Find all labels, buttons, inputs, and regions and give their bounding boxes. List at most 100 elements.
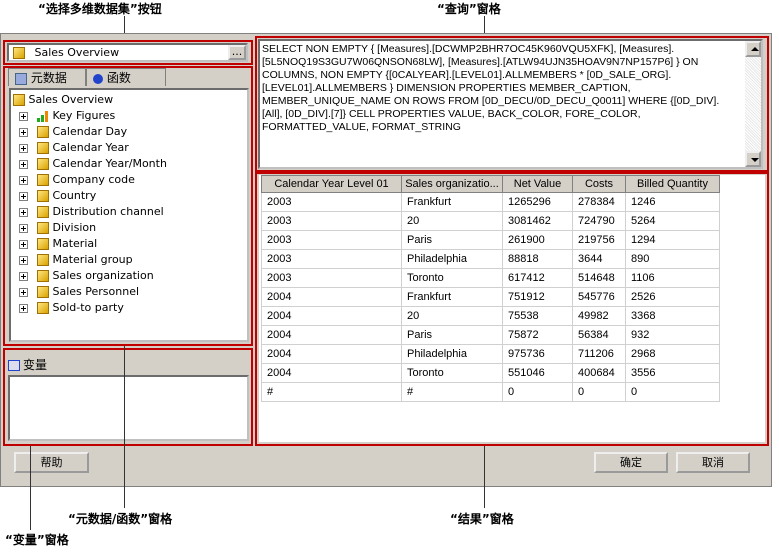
tree-item[interactable]: Country [13, 188, 245, 204]
table-cell[interactable]: 2003 [261, 192, 402, 212]
tree-item[interactable]: Distribution channel [13, 204, 245, 220]
table-cell[interactable]: Philadelphia [401, 344, 503, 364]
table-cell[interactable]: 724790 [572, 211, 626, 231]
table-cell[interactable]: 2968 [625, 344, 720, 364]
tree-item[interactable]: Material [13, 236, 245, 252]
table-cell[interactable]: 2004 [261, 363, 402, 383]
table-cell[interactable]: 1106 [625, 268, 720, 288]
table-cell[interactable]: 617412 [502, 268, 573, 288]
table-cell[interactable]: # [261, 382, 402, 402]
tab-functions[interactable]: 函数 [86, 68, 166, 86]
column-header[interactable]: Billed Quantity [625, 175, 720, 193]
expand-icon[interactable] [19, 143, 28, 153]
table-cell[interactable]: 890 [625, 249, 720, 269]
table-cell[interactable]: 3644 [572, 249, 626, 269]
table-cell[interactable]: 2004 [261, 287, 402, 307]
table-cell[interactable]: Philadelphia [401, 249, 503, 269]
scroll-up-button[interactable] [745, 41, 761, 57]
metadata-tree[interactable]: Sales Overview Key Figures Calendar Day … [9, 88, 249, 342]
expand-icon[interactable] [19, 207, 28, 217]
table-cell[interactable]: Frankfurt [401, 287, 503, 307]
expand-icon[interactable] [19, 111, 28, 121]
table-cell[interactable]: Paris [401, 325, 503, 345]
expand-icon[interactable] [19, 159, 28, 169]
results-grid[interactable]: Calendar Year Level 01 Sales organizatio.… [259, 175, 765, 442]
table-cell[interactable]: 3081462 [502, 211, 573, 231]
table-cell[interactable]: 0 [572, 382, 626, 402]
table-cell[interactable]: 545776 [572, 287, 626, 307]
table-cell[interactable]: 56384 [572, 325, 626, 345]
table-cell[interactable]: 75538 [502, 306, 573, 326]
cube-selector[interactable]: Sales Overview [7, 43, 248, 62]
table-cell[interactable]: 5264 [625, 211, 720, 231]
tree-item[interactable]: Material group [13, 252, 245, 268]
table-cell[interactable]: 2004 [261, 325, 402, 345]
tree-item[interactable]: Sales Personnel [13, 284, 245, 300]
expand-icon[interactable] [19, 255, 28, 265]
table-cell[interactable]: 261900 [502, 230, 573, 250]
table-cell[interactable]: 975736 [502, 344, 573, 364]
tree-item[interactable]: Sales organization [13, 268, 245, 284]
table-cell[interactable]: 2004 [261, 344, 402, 364]
variables-list[interactable] [8, 375, 249, 441]
table-cell[interactable]: 49982 [572, 306, 626, 326]
table-cell[interactable]: 20 [401, 306, 503, 326]
table-cell[interactable]: # [401, 382, 503, 402]
cancel-button[interactable]: 取消 [676, 452, 750, 473]
table-cell[interactable]: Paris [401, 230, 503, 250]
table-cell[interactable]: 219756 [572, 230, 626, 250]
table-cell[interactable]: Toronto [401, 268, 503, 288]
table-cell[interactable]: 551046 [502, 363, 573, 383]
table-cell[interactable]: 514648 [572, 268, 626, 288]
table-cell[interactable]: 400684 [572, 363, 626, 383]
table-cell[interactable]: 3368 [625, 306, 720, 326]
table-cell[interactable]: 2004 [261, 306, 402, 326]
tab-metadata[interactable]: 元数据 [8, 68, 86, 86]
expand-icon[interactable] [19, 271, 28, 281]
table-cell[interactable]: Toronto [401, 363, 503, 383]
column-header[interactable]: Sales organizatio... [401, 175, 503, 193]
query-scrollbar[interactable] [745, 41, 761, 167]
tree-item[interactable]: Calendar Year/Month [13, 156, 245, 172]
ok-button[interactable]: 确定 [594, 452, 668, 473]
help-button[interactable]: 帮助 [14, 452, 89, 473]
tree-item[interactable]: Company code [13, 172, 245, 188]
tree-item[interactable]: Division [13, 220, 245, 236]
column-header[interactable]: Net Value [502, 175, 573, 193]
table-cell[interactable]: Frankfurt [401, 192, 503, 212]
table-cell[interactable]: 932 [625, 325, 720, 345]
table-cell[interactable]: 2526 [625, 287, 720, 307]
table-cell[interactable]: 1294 [625, 230, 720, 250]
expand-icon[interactable] [19, 175, 28, 185]
table-cell[interactable]: 2003 [261, 211, 402, 231]
tree-item[interactable]: Key Figures [13, 108, 245, 124]
expand-icon[interactable] [19, 239, 28, 249]
table-cell[interactable]: 278384 [572, 192, 626, 212]
table-cell[interactable]: 711206 [572, 344, 626, 364]
tree-item[interactable]: Calendar Year [13, 140, 245, 156]
column-header[interactable]: Calendar Year Level 01 [261, 175, 402, 193]
expand-icon[interactable] [19, 191, 28, 201]
expand-icon[interactable] [19, 287, 28, 297]
table-cell[interactable]: 88818 [502, 249, 573, 269]
tree-root[interactable]: Sales Overview [13, 92, 245, 108]
table-cell[interactable]: 20 [401, 211, 503, 231]
expand-icon[interactable] [19, 303, 28, 313]
table-cell[interactable]: 2003 [261, 230, 402, 250]
column-header[interactable]: Costs [572, 175, 626, 193]
expand-icon[interactable] [19, 127, 28, 137]
table-cell[interactable]: 2003 [261, 268, 402, 288]
table-cell[interactable]: 751912 [502, 287, 573, 307]
table-cell[interactable]: 3556 [625, 363, 720, 383]
scroll-down-button[interactable] [745, 151, 761, 167]
browse-cube-button[interactable]: ... [228, 45, 246, 60]
table-cell[interactable]: 2003 [261, 249, 402, 269]
table-cell[interactable]: 0 [502, 382, 573, 402]
tree-item[interactable]: Calendar Day [13, 124, 245, 140]
tree-item[interactable]: Sold-to party [13, 300, 245, 316]
table-cell[interactable]: 75872 [502, 325, 573, 345]
table-cell[interactable]: 1246 [625, 192, 720, 212]
table-cell[interactable]: 1265296 [502, 192, 573, 212]
expand-icon[interactable] [19, 223, 28, 233]
table-cell[interactable]: 0 [625, 382, 720, 402]
